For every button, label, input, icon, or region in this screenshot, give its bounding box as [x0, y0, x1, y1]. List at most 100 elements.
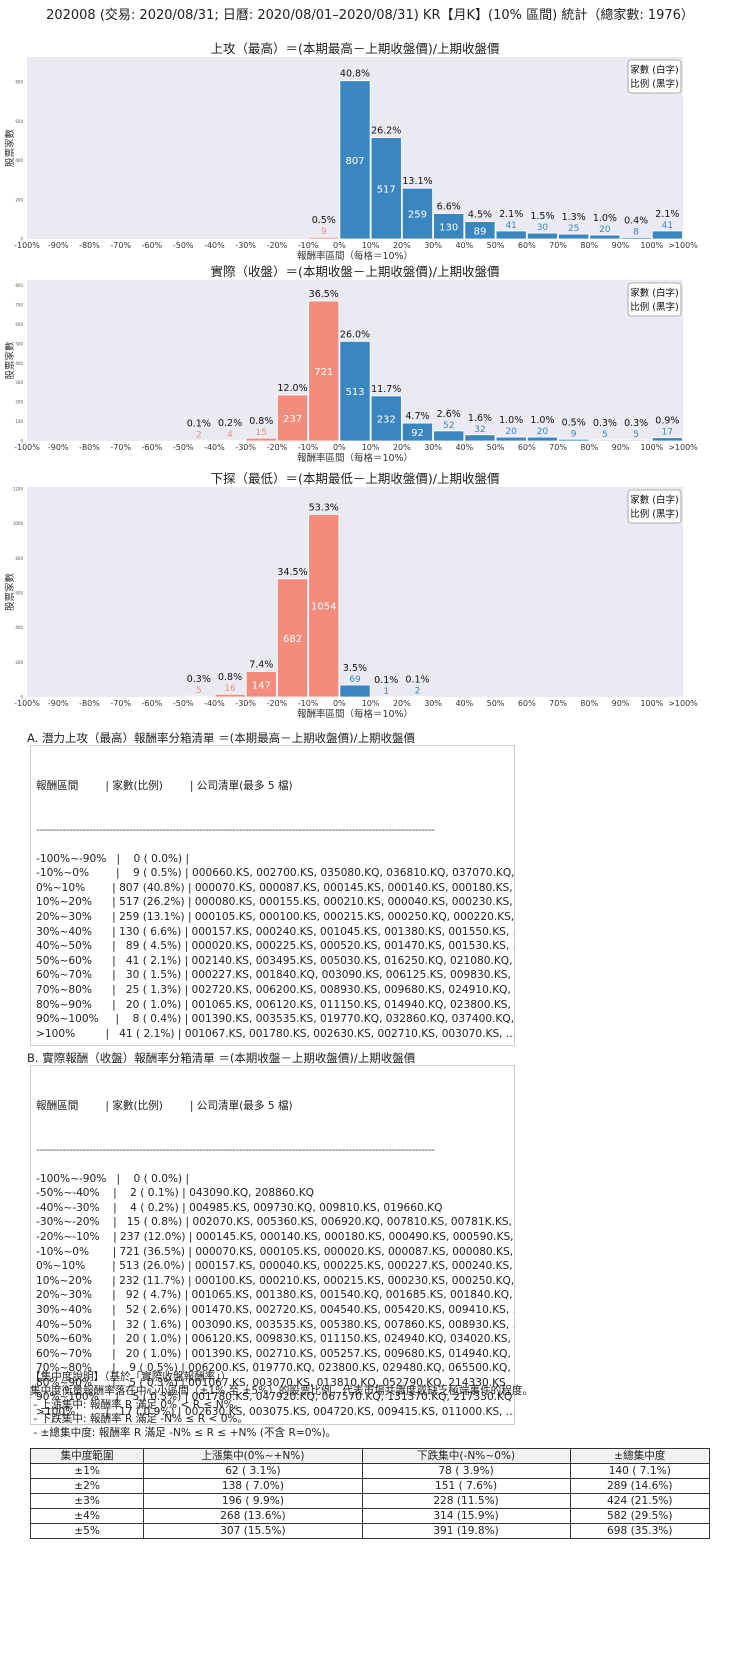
y-tick-label: 300 — [15, 380, 23, 385]
main-title: 202008 (交易: 2020/08/31; 日曆: 2020/08/01–2… — [46, 8, 694, 23]
x-tick-label: 10% — [362, 699, 380, 708]
bar-percent-label: 12.0% — [277, 383, 307, 394]
bar-count-label: 20 — [537, 427, 549, 437]
table-cell: 138 ( 7.0%) — [143, 1478, 363, 1494]
bar — [526, 436, 558, 442]
bar-percent-label: 0.9% — [655, 416, 679, 427]
bar-percent-label: 2.1% — [655, 209, 679, 220]
x-tick-label: 40% — [455, 443, 473, 452]
list-row: 70%~80% | 9 ( 0.5%) | 006200.KS, 019770.… — [36, 1362, 511, 1375]
x-tick-label: 70% — [549, 443, 567, 452]
y-tick-label: 600 — [15, 322, 23, 327]
bar-percent-label: 26.2% — [371, 126, 401, 137]
legend-count-entry: 家數 (白字) — [630, 64, 678, 76]
list-row: 50%~60% | 20 ( 1.0%) | 006120.KS, 009830… — [36, 1333, 511, 1346]
y-tick-label: 800 — [15, 556, 23, 561]
bar-percent-label: 0.5% — [312, 215, 336, 226]
bar-count-label: 16 — [224, 684, 236, 694]
bar-count-label: 30 — [537, 223, 549, 233]
bar — [558, 438, 590, 442]
bar — [308, 236, 340, 240]
x-tick-label: 80% — [580, 443, 598, 452]
bar — [464, 434, 496, 442]
x-tick-label: 20% — [393, 241, 411, 250]
chart-title: 下探（最低）＝(本期最低－上期收盤價)/上期收盤價 — [211, 471, 500, 486]
section-a-title: A. 潛力上攻（最高）報酬率分箱清單 ＝(本期最高－上期收盤價)/上期收盤價 — [27, 731, 415, 745]
bar-count-label: 5 — [602, 430, 608, 440]
x-tick-label: -70% — [110, 699, 131, 708]
table-cell: ±4% — [29, 1508, 145, 1524]
x-tick-label: -80% — [79, 241, 100, 250]
bar-percent-label: 0.1% — [374, 675, 398, 686]
bar-percent-label: 1.0% — [593, 213, 617, 224]
bar — [589, 234, 621, 240]
x-tick-label: -40% — [204, 443, 225, 452]
x-tick-label: -80% — [79, 699, 100, 708]
bar-percent-label: 34.5% — [277, 567, 307, 578]
list-row: -20%~-10% | 237 (12.0%) | 000145.KS, 000… — [36, 1230, 514, 1243]
x-tick-label: 20% — [393, 443, 411, 452]
y-tick-label: 0 — [20, 237, 23, 242]
x-axis-label: 報酬率區間（每格＝10%） — [297, 708, 413, 720]
legend-percent-entry: 比例 (黑字) — [630, 78, 678, 90]
bar — [433, 213, 465, 240]
bar — [370, 137, 402, 240]
table-cell: 582 (29.5%) — [569, 1508, 711, 1524]
table-row: ±3% 196 ( 9.9%) 228 (11.5%) 424 (21.5%) — [29, 1493, 711, 1509]
bar-percent-label: 13.1% — [402, 176, 432, 187]
column-header: 下跌集中(-N%~0%) — [361, 1448, 571, 1464]
x-tick-label: -20% — [267, 241, 288, 250]
list-row: 20%~30% | 92 ( 4.7%) | 001065.KS, 001380… — [36, 1289, 513, 1302]
y-tick-label: 400 — [15, 361, 23, 366]
x-tick-label: 90% — [612, 443, 630, 452]
table-cell: 228 (11.5%) — [361, 1493, 571, 1509]
bar-count-label: 17 — [662, 428, 673, 438]
x-tick-label: -40% — [204, 241, 225, 250]
bar-percent-label: 7.4% — [249, 660, 273, 671]
list-row: -100%~-90% | 0 ( 0.0%) | — [36, 852, 190, 865]
table-row: ±2% 138 ( 7.0%) 151 ( 7.6%) 289 (14.6%) — [29, 1478, 711, 1494]
x-tick-label: 100% — [640, 241, 663, 250]
x-tick-label: -30% — [235, 699, 256, 708]
bar — [277, 578, 309, 698]
x-tick-label: -60% — [142, 699, 163, 708]
bar — [495, 436, 527, 442]
y-axis-label: 股票家數 — [4, 129, 16, 168]
bar-percent-label: 3.5% — [343, 663, 367, 674]
divider: ----------------------------------------… — [36, 1144, 435, 1156]
x-tick-label: 60% — [518, 699, 536, 708]
concentration-notes: 【集中度說明】（基於「實際收盤報酬率」） 集中度衡量報酬率落在中心小區間（±1%… — [30, 1370, 533, 1440]
x-tick-label: -100% — [14, 241, 40, 250]
legend-box — [627, 59, 682, 94]
bar-count-label: 92 — [411, 428, 424, 439]
y-tick-label: 200 — [15, 197, 23, 202]
list-row: -10%~0% | 721 (36.5%) | 000070.KS, 00010… — [36, 1245, 514, 1258]
bar-count-label: 2 — [196, 431, 202, 441]
x-tick-label: 10% — [362, 241, 380, 250]
list-row: 10%~20% | 517 (26.2%) | 000080.KS, 00015… — [36, 896, 513, 909]
x-tick-label: -90% — [48, 443, 69, 452]
list-row: 80%~90% | 5 ( 0.3%) | 001067.KS, 003070.… — [36, 1376, 506, 1389]
concentration-bullet: - ±總集中度: 報酬率 R 滿足 -N% ≤ R ≤ +N% (不含 R=0%… — [30, 1427, 337, 1439]
bar-count-label: 807 — [345, 156, 364, 167]
bar — [308, 300, 340, 442]
bar — [651, 230, 683, 240]
list-row: -10%~0% | 9 ( 0.5%) | 000660.KS, 002700.… — [36, 867, 515, 880]
bar — [214, 693, 246, 698]
x-tick-label: -90% — [48, 241, 69, 250]
bar-percent-label: 11.7% — [371, 384, 401, 395]
x-tick-label: -100% — [14, 443, 40, 452]
bar-count-label: 5 — [633, 430, 639, 440]
list-row: -40%~-30% | 4 ( 0.2%) | 004985.KS, 00973… — [36, 1201, 443, 1214]
bar-percent-label: 1.3% — [562, 212, 586, 223]
table-cell: 62 ( 3.1%) — [143, 1463, 363, 1479]
x-tick-label: -50% — [173, 443, 194, 452]
bar-count-label: 513 — [345, 387, 364, 398]
table-cell: 78 ( 3.9%) — [361, 1463, 571, 1479]
x-tick-label: 100% — [640, 699, 663, 708]
x-tick-label: 100% — [640, 443, 663, 452]
table-cell: ±5% — [29, 1523, 145, 1539]
list-row: 0%~10% | 513 (26.0%) | 000157.KS, 000040… — [36, 1260, 513, 1273]
x-tick-label: -40% — [204, 699, 225, 708]
section-b-header: 報酬區間 | 家數(比例) | 公司清單(最多 5 檔) — [36, 1100, 293, 1113]
